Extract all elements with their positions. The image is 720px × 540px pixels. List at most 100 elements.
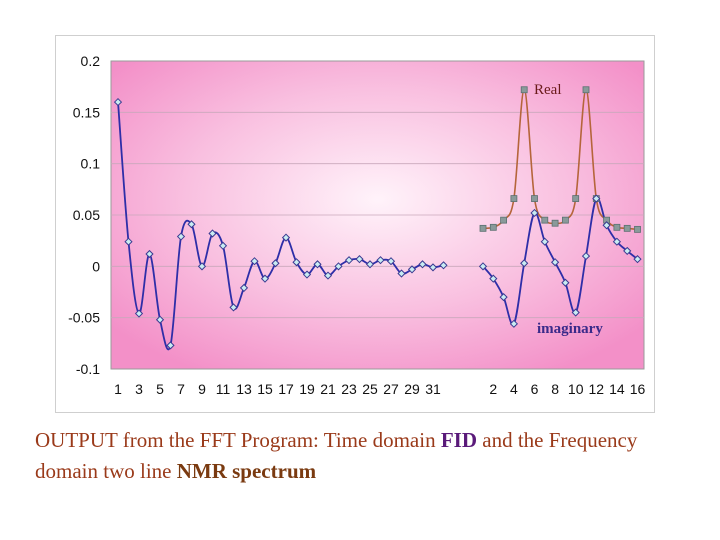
imaginary-point: [633, 255, 642, 264]
imaginary-point: [592, 194, 601, 203]
x-tick-label: 11: [216, 381, 231, 397]
imaginary-point: [612, 237, 622, 246]
fid-point: [197, 262, 207, 271]
caption-text-1: OUTPUT from the FFT Program: Time domain: [35, 428, 441, 452]
imaginary-point: [520, 259, 529, 268]
y-tick-label: 0.15: [73, 104, 100, 120]
fid-point: [407, 265, 417, 274]
fid-point: [176, 232, 186, 241]
imaginary-point: [602, 221, 611, 230]
x-tick-label: 25: [362, 381, 378, 397]
fid-point: [428, 263, 438, 272]
x-tick-label: 4: [510, 381, 518, 397]
real-point: [634, 225, 641, 233]
caption: OUTPUT from the FFT Program: Time domain…: [35, 425, 705, 487]
fid-point: [281, 233, 291, 242]
imaginary-point: [530, 208, 539, 218]
real-point: [500, 216, 508, 224]
x-tick-label: 17: [278, 381, 294, 397]
fid-point: [155, 315, 165, 324]
imaginary-series-label: imaginary: [537, 321, 603, 337]
imaginary-point: [550, 258, 560, 267]
fid-point: [439, 261, 448, 270]
x-tick-label: 29: [404, 381, 420, 397]
imaginary-point: [623, 246, 632, 256]
fid-point: [229, 303, 238, 312]
fid-point: [113, 97, 123, 107]
real-point: [572, 195, 580, 202]
fid-point: [187, 220, 196, 229]
caption-nmr: NMR spectrum: [176, 459, 317, 483]
fid-point: [145, 249, 154, 259]
x-tick-label: 27: [383, 381, 399, 397]
real-series-label: Real: [534, 82, 562, 98]
x-tick-label: 13: [236, 381, 252, 397]
x-tick-label: 19: [299, 381, 315, 397]
imaginary-line: [482, 197, 639, 326]
imaginary-point: [540, 237, 549, 246]
x-tick-label: 15: [257, 381, 273, 397]
fid-point: [134, 309, 144, 318]
x-tick-label: 9: [198, 381, 206, 397]
fid-point: [418, 260, 427, 269]
y-tick-label: 0.2: [81, 53, 101, 69]
imaginary-point: [509, 319, 519, 328]
x-tick-label: 10: [568, 381, 584, 397]
x-tick-label: 21: [320, 381, 336, 397]
fid-point: [166, 341, 175, 350]
fid-point: [344, 256, 354, 265]
fid-point: [239, 283, 249, 293]
fid-point: [124, 237, 133, 246]
y-tick-label: -0.05: [68, 310, 100, 326]
y-tick-label: 0.1: [81, 156, 101, 172]
imaginary-point: [581, 251, 591, 261]
x-tick-label: 16: [630, 381, 646, 397]
x-tick-label: 12: [589, 381, 605, 397]
x-tick-label: 14: [609, 381, 625, 397]
fid-point: [271, 259, 280, 268]
x-tick-label: 5: [156, 381, 164, 397]
fid-point: [386, 257, 396, 266]
fid-point: [365, 260, 375, 269]
y-tick-label: 0.05: [73, 207, 100, 223]
real-point: [582, 86, 590, 94]
fid-point: [376, 256, 385, 265]
real-point: [531, 195, 538, 202]
real-point: [623, 224, 631, 232]
x-tick-label: 1: [114, 381, 122, 397]
fid-point: [208, 229, 217, 238]
y-tick-label: -0.1: [76, 361, 100, 377]
fid-point: [292, 258, 301, 267]
imaginary-point: [499, 293, 508, 302]
imaginary-point: [561, 278, 570, 287]
real-point: [510, 195, 518, 202]
fid-point: [355, 255, 364, 264]
fid-point: [250, 257, 259, 266]
fid-point: [323, 271, 333, 280]
x-tick-label: 8: [551, 381, 559, 397]
real-point: [489, 223, 497, 231]
real-point: [613, 223, 621, 231]
x-tick-label: 3: [135, 381, 143, 397]
imaginary-point: [489, 274, 498, 283]
real-point: [479, 224, 487, 232]
chart-frame: 0.2 0.15 0.1 0.05 0 -0.05 -0.1 1 3 5 7 9 11 13 15 17 19 2…: [55, 35, 655, 413]
caption-fid: FID: [440, 428, 478, 452]
fid-point: [260, 274, 270, 283]
imaginary-point: [571, 308, 580, 317]
x-tick-label: 6: [531, 381, 539, 397]
real-point: [551, 219, 559, 227]
x-tick-label: 23: [341, 381, 357, 397]
fid-point: [334, 262, 343, 271]
x-tick-label: 7: [177, 381, 185, 397]
x-tick-label: 2: [489, 381, 497, 397]
fid-nmr-chart: 0.20.150.10.050-0.05-0.11 3 5 7 9 11 13 15 17 19 2…: [68, 53, 646, 397]
caption-text-2: and the Frequency domain two line: [35, 428, 638, 483]
x-tick-label: 31: [425, 381, 441, 397]
real-point: [561, 216, 569, 224]
fid-point: [313, 260, 322, 269]
real-point: [520, 86, 528, 94]
y-tick-label: 0: [92, 258, 100, 274]
fid-point: [397, 269, 406, 278]
real-point: [541, 216, 549, 224]
